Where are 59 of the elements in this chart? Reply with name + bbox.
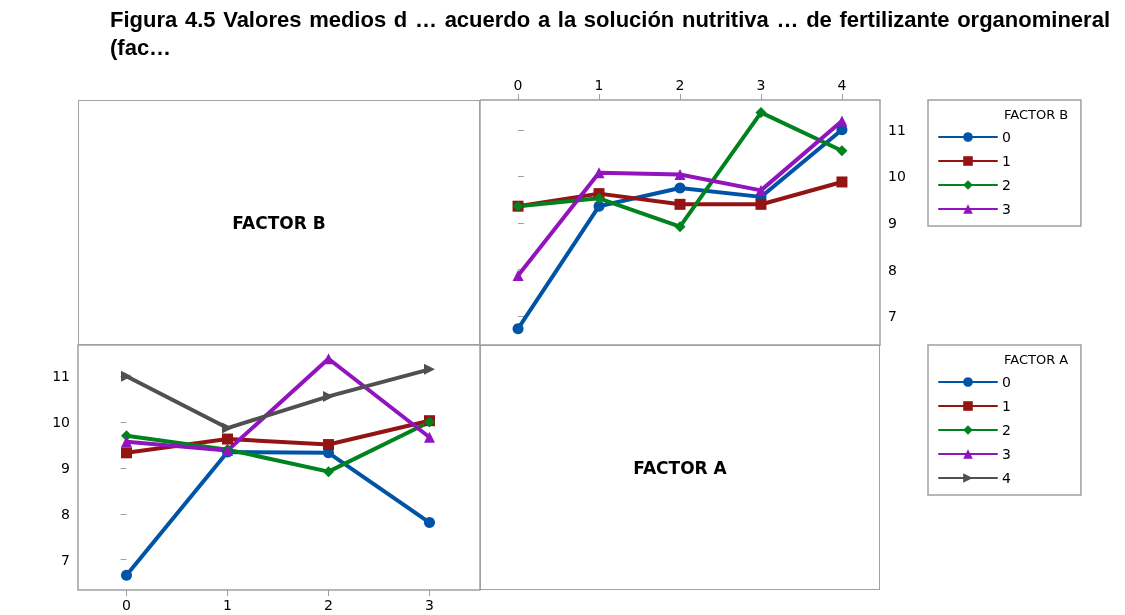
point — [836, 145, 848, 157]
x-tick-label: 0 — [513, 77, 523, 93]
y-tick-label: 10 — [52, 414, 70, 431]
legend-label: 3 — [1002, 446, 1011, 462]
legend-label: 2 — [1002, 177, 1011, 193]
point — [755, 184, 767, 196]
x-tick-label: 2 — [324, 597, 333, 613]
point — [424, 431, 435, 443]
y-tick-label: 11 — [52, 368, 70, 385]
y-tick-label: 10 — [888, 168, 906, 185]
point — [120, 436, 132, 448]
legend-label: 1 — [1002, 398, 1011, 414]
point — [836, 115, 848, 127]
legend-label: 0 — [1002, 374, 1011, 390]
y-tick-label: 11 — [888, 121, 906, 138]
legend-label: 2 — [1002, 422, 1011, 438]
legend-label: 0 — [1002, 129, 1011, 145]
point — [836, 176, 848, 188]
x-tick-label: 3 — [756, 77, 766, 93]
point — [322, 439, 334, 451]
point — [593, 167, 605, 179]
point — [674, 221, 686, 233]
x-tick-label: 1 — [594, 77, 604, 93]
y-tick-label: 7 — [888, 308, 897, 325]
point — [322, 466, 334, 478]
legend-label: 3 — [1002, 201, 1011, 217]
point — [674, 182, 686, 194]
x-tick-label: 4 — [837, 77, 847, 93]
point — [120, 569, 132, 581]
point — [755, 198, 767, 210]
point — [755, 107, 767, 119]
legend-title: FACTOR A — [1004, 352, 1069, 367]
y-tick-label: 7 — [61, 551, 70, 568]
x-tick-label: 1 — [223, 597, 232, 613]
point — [424, 363, 435, 375]
legend-title: FACTOR B — [1004, 107, 1069, 122]
point — [322, 390, 334, 402]
text: FACTOR B — [78, 100, 480, 345]
point — [674, 198, 686, 210]
point — [120, 370, 132, 382]
text: Figura 4.5 Valores medios d … acuerdo a la solución nutritiva … de fertilizante organomineral (fac… — [110, 6, 1110, 62]
point — [221, 433, 233, 445]
point — [512, 270, 524, 282]
point — [120, 447, 132, 459]
text: FACTOR A — [480, 345, 880, 590]
y-tick-label: 8 — [61, 505, 70, 522]
point — [221, 422, 233, 434]
legend-label: 4 — [1002, 470, 1011, 486]
x-tick-label: 0 — [122, 597, 131, 613]
point — [424, 517, 435, 529]
legend-label: 1 — [1002, 153, 1011, 169]
point — [593, 192, 605, 204]
y-tick-label: 9 — [61, 459, 70, 476]
point — [674, 169, 686, 181]
point — [512, 323, 524, 335]
x-tick-label: 3 — [425, 597, 434, 613]
y-tick-label: 9 — [888, 214, 897, 231]
y-tick-label: 8 — [888, 261, 897, 278]
x-tick-label: 2 — [675, 77, 685, 93]
